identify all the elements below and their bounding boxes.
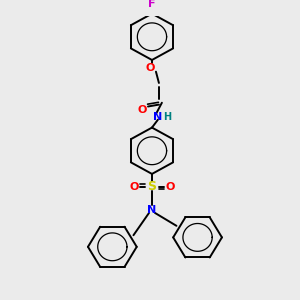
Text: O: O — [145, 63, 155, 73]
Text: O: O — [137, 105, 147, 115]
Text: H: H — [163, 112, 171, 122]
Text: O: O — [130, 182, 139, 191]
Text: N: N — [153, 112, 163, 122]
Text: O: O — [165, 182, 175, 191]
Text: N: N — [147, 205, 157, 215]
Text: S: S — [148, 180, 157, 193]
Text: F: F — [148, 0, 156, 9]
